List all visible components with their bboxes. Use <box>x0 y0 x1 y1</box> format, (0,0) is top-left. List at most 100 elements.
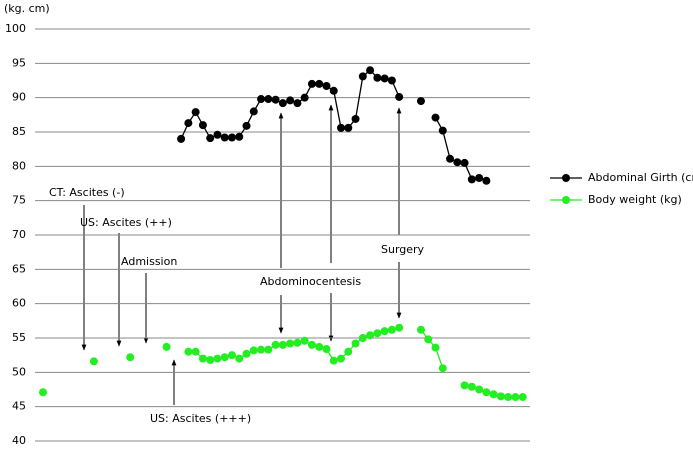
point <box>358 72 367 81</box>
point <box>271 340 280 349</box>
point <box>271 95 280 104</box>
point <box>351 114 360 123</box>
y-tick-label: 95 <box>12 56 26 69</box>
line <box>180 69 400 140</box>
series <box>177 66 491 185</box>
point <box>344 123 353 132</box>
point <box>511 393 520 402</box>
point <box>213 354 222 363</box>
point <box>177 134 186 143</box>
y-tick-label: 50 <box>12 365 26 378</box>
point <box>293 99 302 108</box>
point <box>249 107 258 116</box>
point <box>184 347 193 356</box>
point <box>286 339 295 348</box>
point <box>293 338 302 347</box>
y-tick-label: 100 <box>5 22 26 35</box>
point <box>227 351 236 360</box>
point <box>184 119 193 128</box>
point <box>191 108 200 117</box>
point <box>496 392 505 401</box>
annotations: CT: Ascites (-) US: Ascites (++) Admissi… <box>49 104 425 425</box>
series <box>38 323 527 402</box>
point <box>278 99 287 108</box>
point <box>235 354 244 363</box>
point <box>235 132 244 141</box>
point <box>489 390 498 399</box>
point <box>460 381 469 390</box>
point <box>322 344 331 353</box>
y-tick-label: 65 <box>12 262 26 275</box>
point <box>227 133 236 142</box>
point <box>431 343 440 352</box>
y-tick-label: 90 <box>12 91 26 104</box>
point <box>213 130 222 139</box>
point <box>416 325 425 334</box>
point <box>475 385 484 394</box>
annotation: US: Ascites (++) <box>80 216 172 229</box>
point <box>337 354 346 363</box>
point <box>198 354 207 363</box>
point <box>387 325 396 334</box>
point <box>220 353 229 362</box>
y-tick-label: 55 <box>12 331 26 344</box>
point <box>315 342 324 351</box>
point <box>395 92 404 101</box>
point <box>482 388 491 397</box>
point <box>300 93 309 102</box>
point <box>329 356 338 365</box>
point <box>126 353 135 362</box>
point <box>322 81 331 90</box>
point <box>475 174 484 183</box>
point <box>191 347 200 356</box>
y-tick-label: 40 <box>12 434 26 447</box>
y-tick-label: 70 <box>12 228 26 241</box>
y-tick-label: 85 <box>12 125 26 138</box>
point <box>329 86 338 95</box>
y-tick-label: 45 <box>12 400 26 413</box>
y-axis-label: (kg. cm) <box>4 2 50 15</box>
point <box>416 97 425 106</box>
point <box>337 123 346 132</box>
point <box>344 347 353 356</box>
point <box>373 329 382 338</box>
point <box>518 393 527 402</box>
point <box>315 79 324 88</box>
point <box>38 388 47 397</box>
point <box>286 96 295 105</box>
point <box>220 133 229 142</box>
annotation: Abdominocentesis <box>260 275 361 288</box>
point <box>300 336 309 345</box>
point <box>467 175 476 184</box>
y-tick-label: 80 <box>12 159 26 172</box>
line <box>420 329 444 369</box>
annotation: Admission <box>121 255 177 268</box>
point <box>206 134 215 143</box>
legend-label: Abdominal Girth (cm) <box>588 171 693 184</box>
point <box>358 334 367 342</box>
point <box>387 76 396 85</box>
point <box>504 393 513 402</box>
annotation: US: Ascites (+++) <box>150 412 251 425</box>
point <box>438 364 447 373</box>
legend-marker <box>562 196 570 204</box>
annotation: CT: Ascites (-) <box>49 186 125 199</box>
point <box>257 95 266 104</box>
point <box>162 342 171 351</box>
point <box>467 382 476 391</box>
point <box>307 340 316 349</box>
point <box>264 345 273 354</box>
point <box>438 126 447 135</box>
y-tick-label: 75 <box>12 194 26 207</box>
legend-label: Body weight (kg) <box>588 193 682 206</box>
point <box>380 327 389 336</box>
point <box>366 331 375 340</box>
point <box>264 95 273 104</box>
point <box>249 346 258 355</box>
annotation: Surgery <box>381 243 425 256</box>
point <box>431 113 440 122</box>
point <box>373 73 382 82</box>
point <box>206 355 215 364</box>
point <box>424 335 433 344</box>
